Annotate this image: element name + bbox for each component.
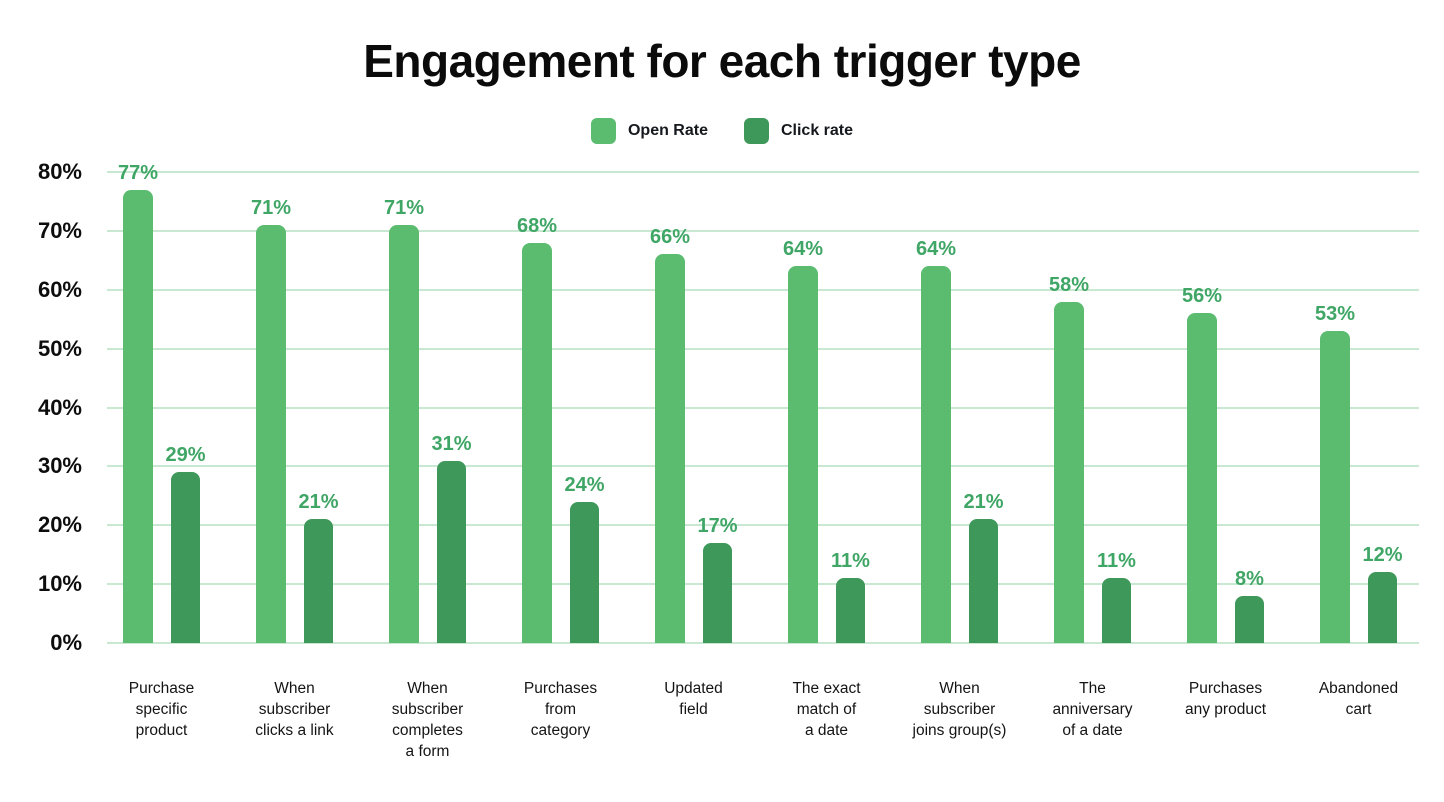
legend-item-open-rate: Open Rate [590,118,708,144]
bar-open-rate: 64% [783,239,823,643]
legend-swatch-icon [590,118,616,144]
bar-click-rate: 31% [431,434,472,643]
legend-item-click-rate: Click rate [743,118,854,144]
gridline-0 [107,642,1419,644]
x-axis-category-label: Purchases any product [1185,680,1266,718]
bar-group: 68% 24% [494,216,627,643]
bar-value-label: 21% [963,491,1004,514]
gridline-80 [107,171,1419,173]
legend-swatch-icon [743,118,769,144]
y-axis-tick-label: 60% [37,276,82,302]
bar-value-label: 29% [165,444,206,467]
bar-group: 64% 21% [893,239,1026,643]
x-axis-category-label: The anniversary of a date [1052,680,1133,739]
bar-value-label: 68% [516,214,558,237]
bar-value-label: 64% [915,238,957,261]
bar-group: 71% 31% [361,198,494,643]
bar-click-rate: 11% [831,551,870,643]
x-axis-category-label: Purchases from category [523,680,598,739]
y-axis-tick-label: 40% [37,394,82,420]
bar-group: 66% 17% [627,227,760,643]
bar-open-rate: 68% [517,216,557,643]
bar-value-label: 11% [1097,550,1136,573]
bar-click-rate: 8% [1235,569,1264,643]
bar-value-label: 77% [117,161,159,184]
y-axis-tick-label: 10% [37,571,82,597]
gridline-40 [107,406,1419,409]
bar-value-label: 71% [250,197,292,219]
bar-value-label: 31% [431,432,472,455]
x-axis-category-label: When subscriber clicks a link [255,680,334,739]
bar-group: 77% 29% [95,163,228,643]
bar-click-rate: 21% [963,492,1004,643]
bar-click-rate: 11% [1097,551,1136,643]
bar-value-label: 71% [383,197,425,219]
x-axis-category-label: The exact match of a date [792,680,861,739]
gridline-10 [107,583,1419,586]
y-axis-tick-label: 70% [37,217,82,243]
gridline-30 [107,465,1419,468]
bar-group: 58% 11% [1026,275,1159,643]
y-axis-tick-label: 80% [37,159,82,184]
bar-value-label: 24% [564,473,605,496]
bar-open-rate: 71% [251,198,291,643]
bar-open-rate: 58% [1049,275,1089,643]
y-axis-tick-label: 50% [37,335,82,361]
bar-open-rate: 77% [118,163,158,643]
legend: Open Rate Click rate [0,118,1444,144]
bar-value-label: 53% [1314,302,1356,325]
bar-open-rate: 64% [916,239,956,643]
gridline-50 [107,347,1419,350]
x-axis-category-label: When subscriber joins group(s) [912,680,1007,739]
gridline-70 [107,229,1419,232]
x-axis-category-label: Updated field [664,680,723,718]
bar-value-label: 12% [1362,544,1403,567]
x-axis-category-label: Purchase specific product [128,680,195,739]
y-axis-tick-label: 20% [37,512,82,538]
x-axis-category-label: Abandoned cart [1318,680,1399,718]
chart-title: Engagement for each trigger type [363,35,1081,87]
bar-open-rate: 71% [384,198,424,643]
bar-group: 71% 21% [228,198,361,643]
bar-value-label: 8% [1235,567,1264,590]
gridline-60 [107,288,1419,291]
bar-value-label: 56% [1181,285,1223,308]
bar-click-rate: 29% [165,445,206,643]
bar-click-rate: 12% [1362,545,1403,643]
legend-label: Click rate [780,122,854,139]
bar-group: 56% 8% [1159,286,1292,643]
bar-open-rate: 66% [650,227,690,643]
bar-click-rate: 17% [697,516,738,643]
bar-value-label: 66% [649,226,691,249]
bar-value-label: 58% [1048,273,1090,296]
x-axis-category-label: When subscriber completes a form [391,680,464,760]
legend-label: Open Rate [627,122,708,139]
bar-value-label: 21% [298,491,339,514]
y-axis-tick-label: 30% [37,453,82,479]
y-axis-tick-label: 0% [50,630,82,655]
bar-group: 53% 12% [1292,304,1425,643]
gridline-20 [107,524,1419,527]
bar-value-label: 17% [697,514,738,537]
bar-click-rate: 21% [298,492,339,643]
bar-value-label: 11% [831,550,870,573]
bar-click-rate: 24% [564,475,605,643]
bar-open-rate: 56% [1182,286,1222,643]
bar-value-label: 64% [782,238,824,261]
bar-open-rate: 53% [1315,304,1355,643]
bar-group: 64% 11% [760,239,893,643]
